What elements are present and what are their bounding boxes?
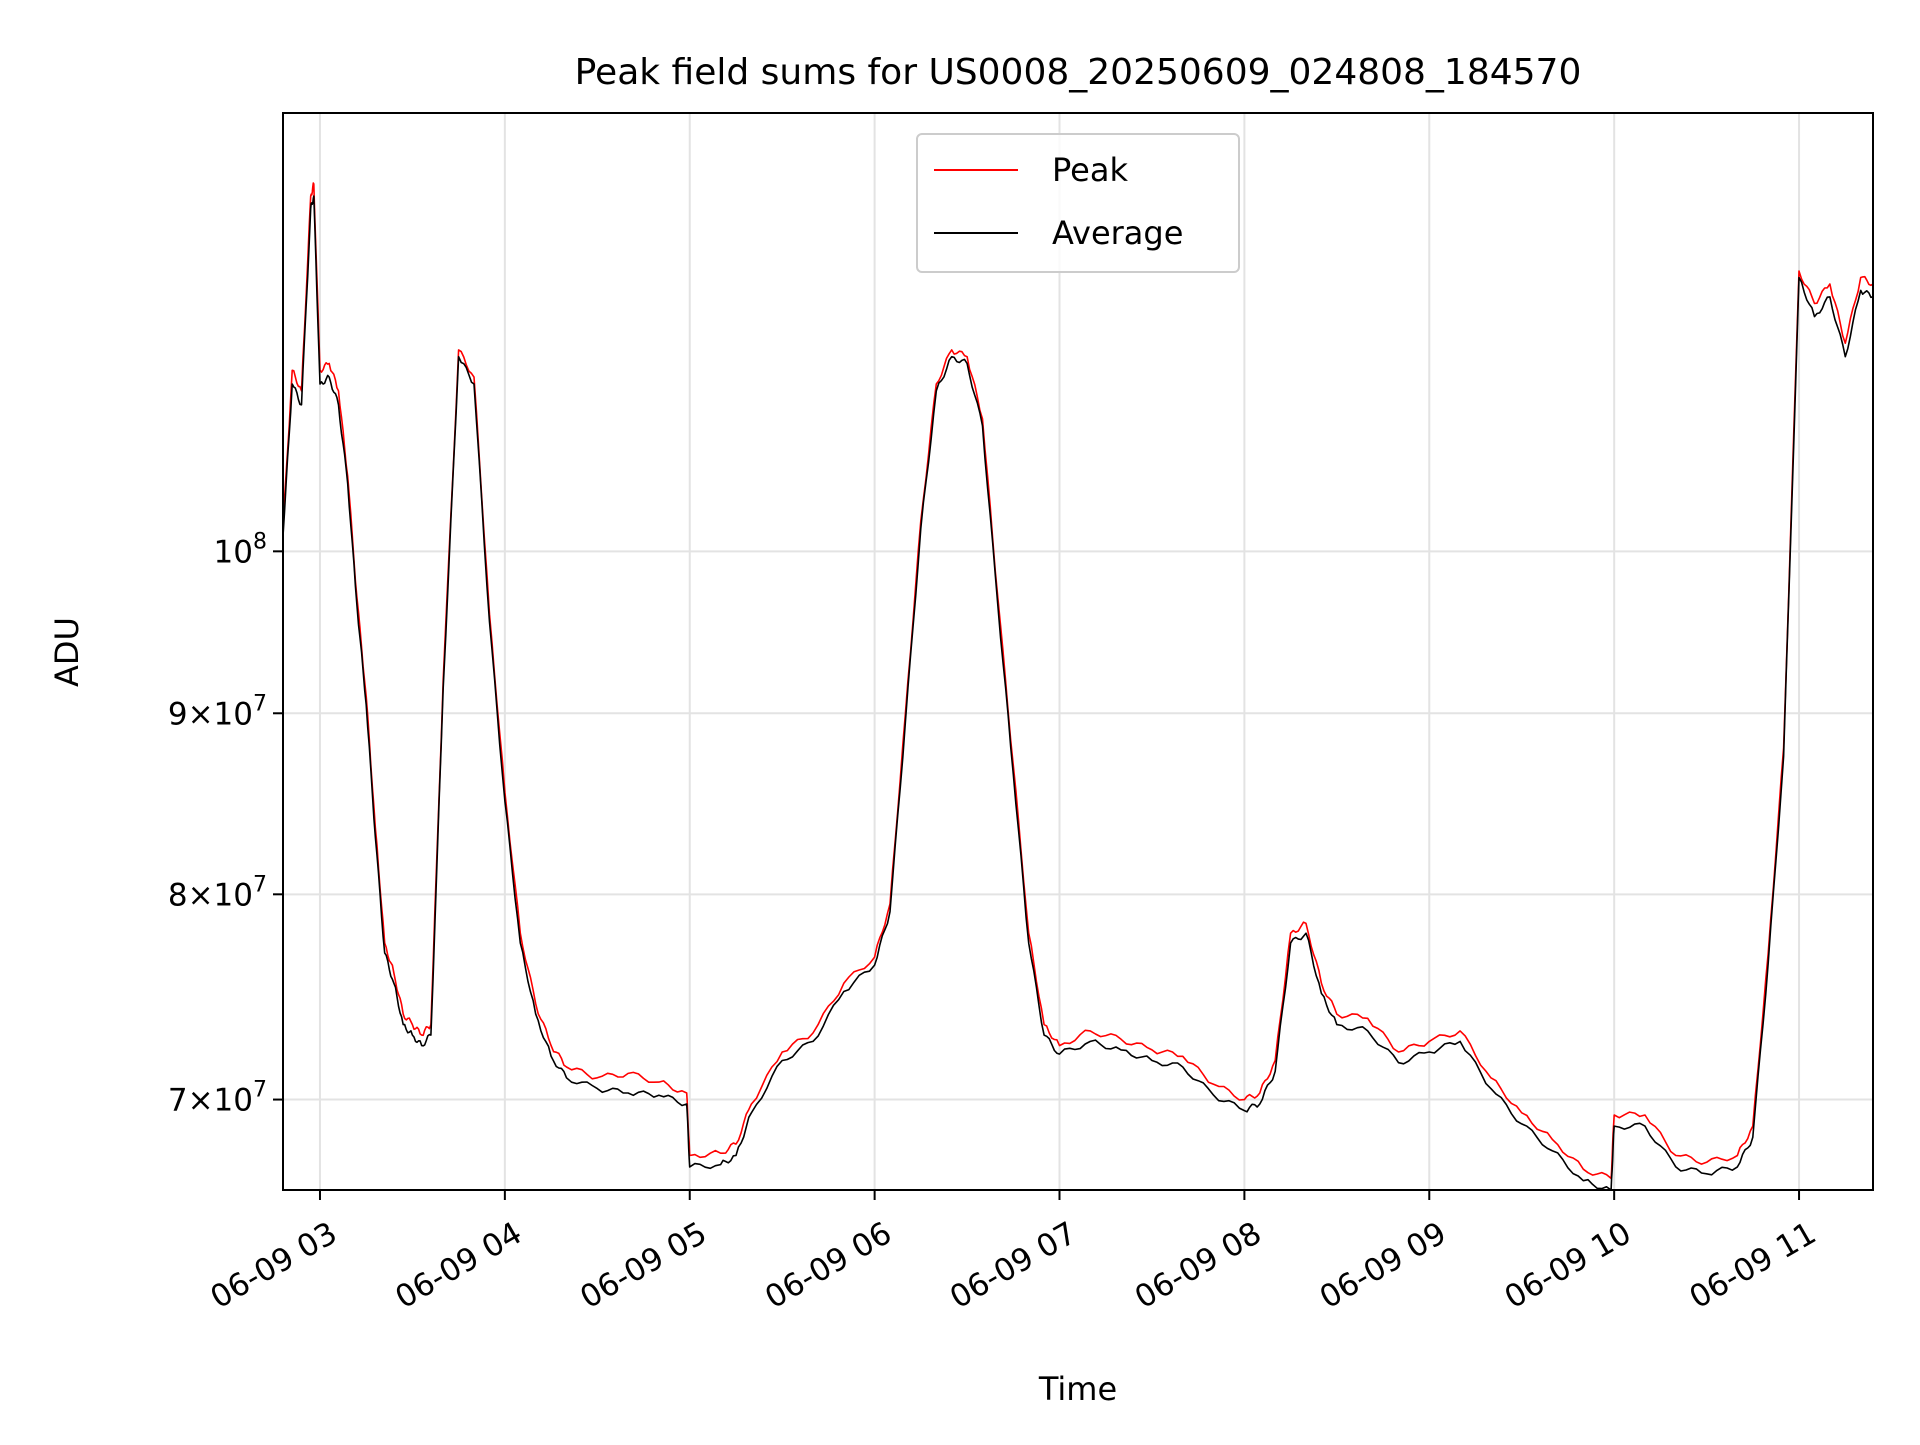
y-axis-label: ADU [48, 617, 86, 687]
plot-frame [282, 112, 1874, 1191]
legend-label-average: Average [1052, 214, 1183, 252]
y-tick-label: 9×107 [168, 691, 267, 732]
series-line-peak [283, 182, 1873, 1180]
series-line-average [283, 195, 1873, 1190]
y-tick-label: 7×107 [168, 1078, 267, 1119]
x-axis-label: Time [1038, 1370, 1117, 1408]
chart-title: Peak field sums for US0008_20250609_0248… [575, 52, 1582, 93]
series-lines [283, 182, 1873, 1190]
y-tick-label: 108 [214, 529, 267, 570]
legend-label-peak: Peak [1052, 151, 1128, 189]
y-tick-label: 8×107 [168, 872, 267, 913]
y-axis: 7×107 8×107 9×107 108 [168, 529, 283, 1119]
legend-box [916, 133, 1240, 273]
legend: Peak Average [916, 133, 1240, 273]
